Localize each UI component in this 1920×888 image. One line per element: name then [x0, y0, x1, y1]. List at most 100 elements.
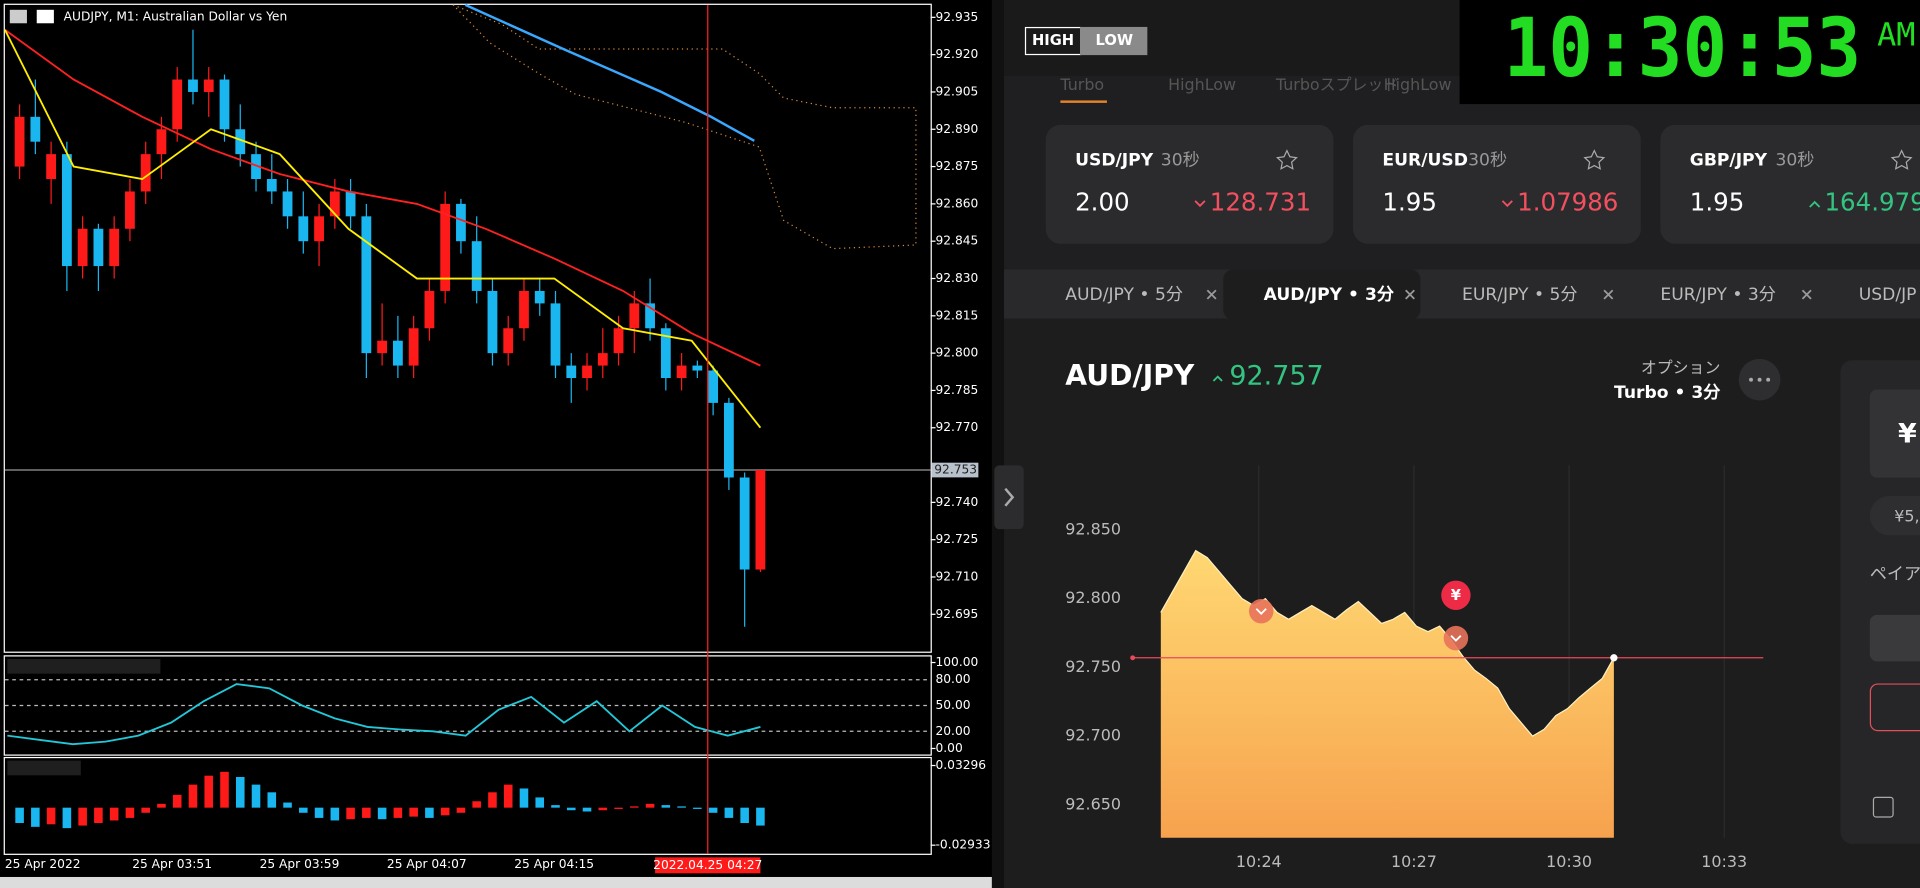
- candle-body: [140, 154, 151, 192]
- star-icon[interactable]: [1890, 149, 1913, 170]
- pair-tab[interactable]: EUR/JPY • 3分: [1660, 285, 1775, 305]
- nav-tab[interactable]: Turbo: [1059, 75, 1104, 94]
- y-tick-label: 92.800: [1065, 588, 1121, 607]
- star-icon[interactable]: [1583, 149, 1606, 170]
- macd-bar: [172, 794, 182, 808]
- collapse-button[interactable]: [994, 465, 1024, 530]
- low-button[interactable]: [1869, 683, 1920, 732]
- clock: 10:30:53: [1504, 2, 1862, 96]
- candle-body: [755, 470, 766, 570]
- y-tick-label: 92.850: [1065, 520, 1121, 539]
- price-tick-label: 92.815: [936, 308, 979, 322]
- high-button[interactable]: [1869, 614, 1920, 662]
- macd-bar: [566, 807, 576, 811]
- candle-body: [408, 328, 419, 366]
- nav-tab[interactable]: HighLow: [1384, 75, 1452, 94]
- price-tick-label: 92.935: [936, 10, 979, 24]
- star-icon[interactable]: [1276, 149, 1298, 170]
- candle-body: [345, 191, 356, 217]
- price-tick-label: 92.725: [936, 532, 979, 546]
- pair-tab[interactable]: EUR/JPY • 5分: [1462, 285, 1577, 305]
- indicator-label-blur: [7, 760, 81, 776]
- macd-bar: [204, 775, 214, 808]
- macd-bar: [630, 806, 639, 808]
- amount-chip[interactable]: [1869, 496, 1920, 536]
- card-price: 1.07986: [1517, 187, 1618, 216]
- price-tick-label: 92.890: [936, 122, 979, 136]
- candle-body: [361, 216, 372, 354]
- macd-bar: [78, 807, 87, 826]
- asset-card[interactable]: [1353, 124, 1641, 244]
- candle-body: [93, 228, 104, 267]
- nav-underline: [1060, 100, 1107, 103]
- candle-body: [676, 365, 687, 379]
- trade-panel: [1840, 360, 1920, 844]
- side-amount: ¥: [1898, 418, 1917, 449]
- main-panel-border: [3, 3, 932, 653]
- macd-tick-label: -0.02933: [936, 838, 991, 852]
- x-tick-label: 10:27: [1391, 852, 1437, 871]
- macd-bar: [299, 807, 308, 813]
- candle-body: [172, 79, 183, 130]
- asset-card[interactable]: [1045, 124, 1334, 244]
- macd-bar: [756, 807, 765, 826]
- candle-body: [739, 477, 750, 570]
- nav-tab[interactable]: HighLow: [1168, 75, 1236, 94]
- trade-marker: [1248, 598, 1274, 624]
- card-duration: 30秒: [1468, 150, 1507, 170]
- close-icon[interactable]: [1405, 289, 1415, 300]
- stoch-tick-label: 0.00: [936, 741, 963, 755]
- card-price: 128.731: [1210, 187, 1311, 216]
- cloud-outline: [452, 4, 917, 250]
- logo-right: [1080, 26, 1148, 56]
- candle-body: [282, 191, 293, 217]
- candle-body: [156, 129, 167, 155]
- card-duration: 30秒: [1776, 150, 1815, 170]
- macd-bar: [94, 807, 103, 824]
- card-price: 164.979: [1824, 187, 1920, 216]
- candle-body: [519, 290, 529, 329]
- price-tick-label: 92.800: [936, 346, 979, 360]
- indicator-label-blur: [7, 658, 161, 674]
- stochastic-line: [7, 683, 761, 746]
- macd-bar: [235, 776, 245, 808]
- amount-box[interactable]: [1869, 389, 1920, 478]
- marker-arrow: [1450, 635, 1462, 642]
- pair-tab[interactable]: USD/JP: [1859, 285, 1917, 305]
- pair-tab[interactable]: AUD/JPY • 5分: [1065, 285, 1183, 305]
- close-icon[interactable]: [1801, 289, 1812, 300]
- card-payout: 1.95: [1382, 187, 1437, 216]
- candle-body: [629, 303, 640, 329]
- chart-icon: [36, 9, 54, 24]
- chart-title: AUDJPY, M1: Australian Dollar vs Yen: [64, 10, 288, 24]
- macd-bar: [551, 805, 560, 808]
- close-icon[interactable]: [1206, 289, 1217, 300]
- macd-bar: [314, 807, 324, 818]
- asset-card[interactable]: [1660, 124, 1920, 244]
- asset-name: AUD/JPY: [1065, 359, 1195, 392]
- close-icon[interactable]: [1603, 289, 1614, 300]
- macd-bar: [472, 801, 481, 808]
- marker-arrow: [1255, 608, 1267, 615]
- strike-start: [1130, 655, 1136, 661]
- card-pair: USD/JPY: [1075, 150, 1154, 170]
- nav-tab[interactable]: Turboスプレッド: [1275, 75, 1399, 94]
- macd-bar: [157, 803, 166, 808]
- candle-body: [188, 79, 198, 92]
- candle-body: [392, 340, 403, 366]
- price-tick-label: 92.830: [936, 271, 979, 285]
- macd-bar: [724, 807, 734, 818]
- stoch-tick-label: 20.00: [936, 724, 971, 738]
- candle-body: [487, 290, 498, 354]
- down-arrow: [1194, 200, 1206, 208]
- card-pair: EUR/USD: [1382, 150, 1467, 170]
- stoch-tick-label: 100.00: [936, 655, 979, 669]
- price-tick-label: 92.770: [936, 420, 979, 434]
- pair-tab[interactable]: AUD/JPY • 3分: [1264, 285, 1394, 305]
- time-label: 25 Apr 2022: [5, 857, 81, 871]
- macd-bar: [503, 784, 513, 808]
- macd-bar: [488, 792, 497, 808]
- price-tick-label: 92.875: [936, 159, 979, 173]
- candle-body: [456, 203, 466, 242]
- price-tick-label: 92.845: [936, 234, 979, 248]
